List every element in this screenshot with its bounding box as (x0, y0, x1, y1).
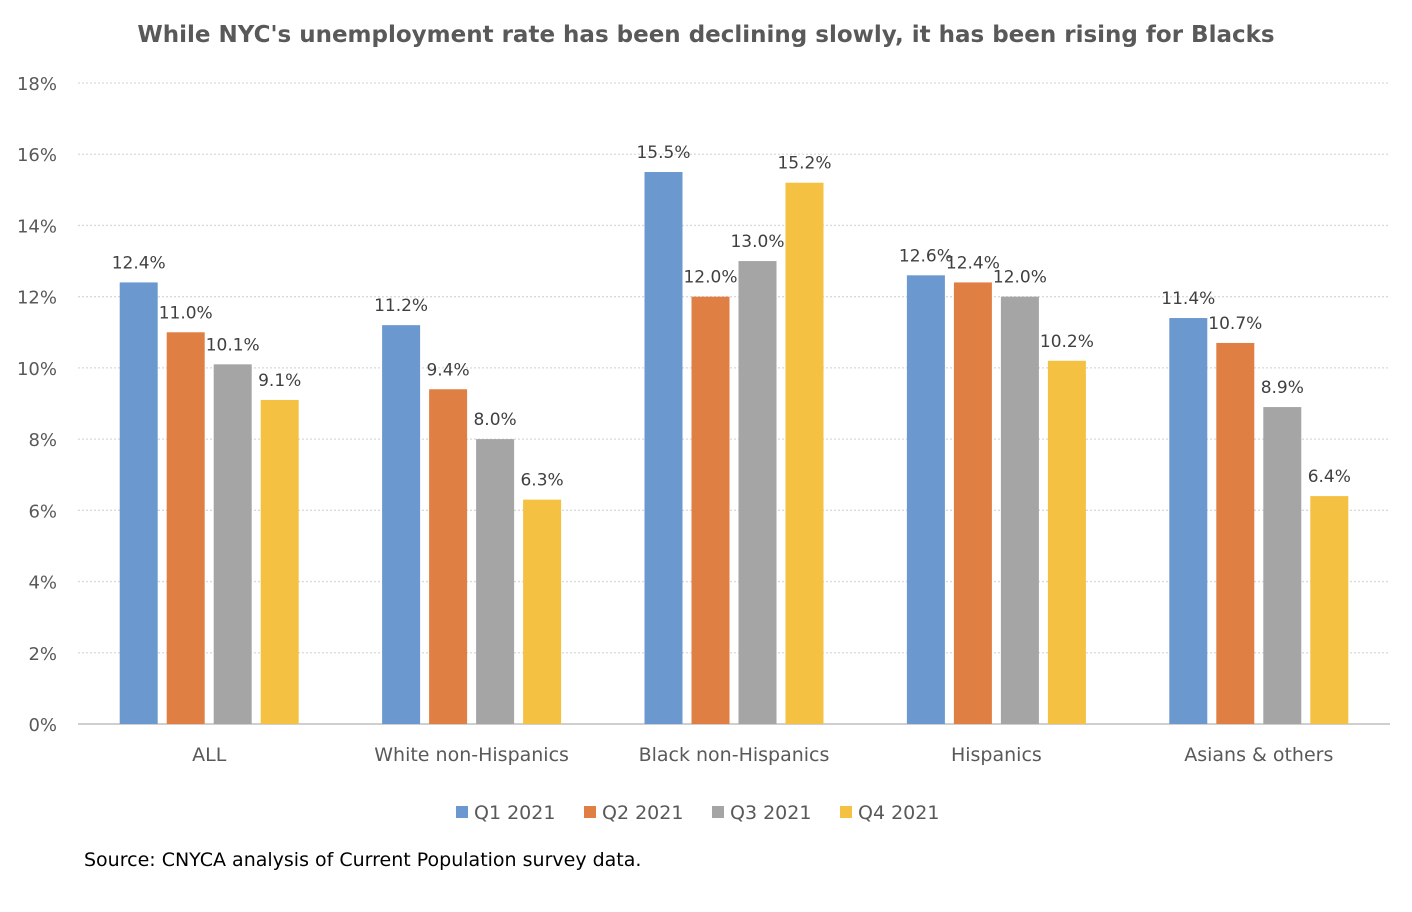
data-label: 12.4% (112, 253, 166, 273)
data-label: 10.2% (1040, 332, 1094, 352)
legend-label: Q2 2021 (602, 802, 683, 824)
bar (738, 261, 777, 724)
data-label: 12.6% (899, 246, 953, 266)
legend-label: Q3 2021 (730, 802, 811, 824)
data-label: 10.1% (206, 335, 260, 355)
bar (213, 364, 252, 724)
data-label: 6.3% (520, 471, 563, 491)
legend-swatch (712, 806, 724, 818)
bar (523, 499, 562, 724)
bar (1216, 342, 1255, 724)
legend-swatch (456, 806, 468, 818)
bar (691, 296, 730, 724)
x-category-label: White non-Hispanics (374, 744, 569, 766)
data-label: 8.0% (473, 410, 516, 430)
source-note: Source: CNYCA analysis of Current Popula… (84, 849, 641, 871)
legend-swatch (840, 806, 852, 818)
bar (953, 282, 992, 724)
data-label: 13.0% (730, 232, 784, 252)
y-tick-label: 18% (17, 74, 57, 95)
legend-swatch (584, 806, 596, 818)
legend-label: Q4 2021 (858, 802, 939, 824)
bar (1047, 360, 1086, 724)
y-tick-label: 2% (28, 644, 57, 665)
data-label: 12.0% (993, 268, 1047, 288)
y-axis-ticks: 0% 2% 4% 6% 8% 10% 12% 14% 16% 18% (17, 74, 57, 736)
bar (1263, 407, 1302, 724)
data-label: 15.5% (636, 143, 690, 163)
y-tick-label: 4% (28, 573, 57, 594)
bar (1310, 496, 1349, 724)
x-category-label: Black non-Hispanics (639, 744, 830, 766)
x-axis-categories: ALL White non-Hispanics Black non-Hispanic… (192, 744, 1333, 766)
legend-label: Q1 2021 (474, 802, 555, 824)
data-label: 11.4% (1161, 289, 1215, 309)
data-label: 6.4% (1308, 467, 1351, 487)
bar (1169, 318, 1208, 724)
bar (476, 439, 515, 724)
bar (119, 282, 158, 724)
y-tick-label: 10% (17, 359, 57, 380)
data-label: 11.0% (159, 303, 213, 323)
y-tick-label: 8% (28, 430, 57, 451)
y-tick-label: 16% (17, 145, 57, 166)
bar (260, 399, 299, 724)
y-tick-label: 0% (28, 715, 57, 736)
legend: Q1 2021 Q2 2021 Q3 2021 Q4 2021 (456, 802, 939, 824)
bar (785, 182, 824, 724)
x-category-label: Hispanics (951, 744, 1042, 766)
data-label: 10.7% (1208, 314, 1262, 334)
y-tick-label: 14% (17, 216, 57, 237)
data-labels: 12.4% 11.0% 10.1% 9.1% 11.2% 9.4% 8.0% 6.3% 15.5… (112, 143, 1351, 491)
x-category-label: Asians & others (1184, 744, 1333, 766)
y-tick-label: 12% (17, 288, 57, 309)
data-label: 8.9% (1261, 378, 1304, 398)
data-label: 9.4% (426, 360, 469, 380)
bar (429, 389, 468, 724)
chart-title: While NYC's unemployment rate has been d… (137, 22, 1274, 48)
data-label: 15.2% (777, 154, 831, 174)
data-label: 12.4% (946, 253, 1000, 273)
data-label: 9.1% (258, 371, 301, 391)
bar (1000, 296, 1039, 724)
data-label: 11.2% (374, 296, 428, 316)
bar (644, 172, 683, 724)
bar (382, 325, 421, 724)
bar (906, 275, 945, 724)
x-category-label: ALL (192, 744, 227, 766)
bars (119, 172, 1349, 724)
data-label: 12.0% (683, 268, 737, 288)
bar (166, 332, 205, 724)
y-tick-label: 6% (28, 501, 57, 522)
